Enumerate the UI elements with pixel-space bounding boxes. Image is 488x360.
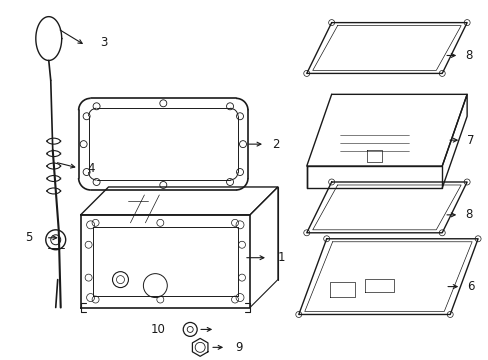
Text: 5: 5 bbox=[25, 231, 33, 244]
Text: 8: 8 bbox=[464, 208, 471, 221]
Text: 3: 3 bbox=[101, 36, 108, 49]
Text: 8: 8 bbox=[464, 49, 471, 62]
Text: 2: 2 bbox=[271, 138, 279, 150]
Text: 7: 7 bbox=[466, 134, 474, 147]
Text: 10: 10 bbox=[150, 323, 165, 336]
Text: 9: 9 bbox=[235, 341, 242, 354]
Text: 4: 4 bbox=[87, 162, 95, 175]
Text: 1: 1 bbox=[277, 251, 285, 264]
Text: 6: 6 bbox=[466, 280, 474, 293]
